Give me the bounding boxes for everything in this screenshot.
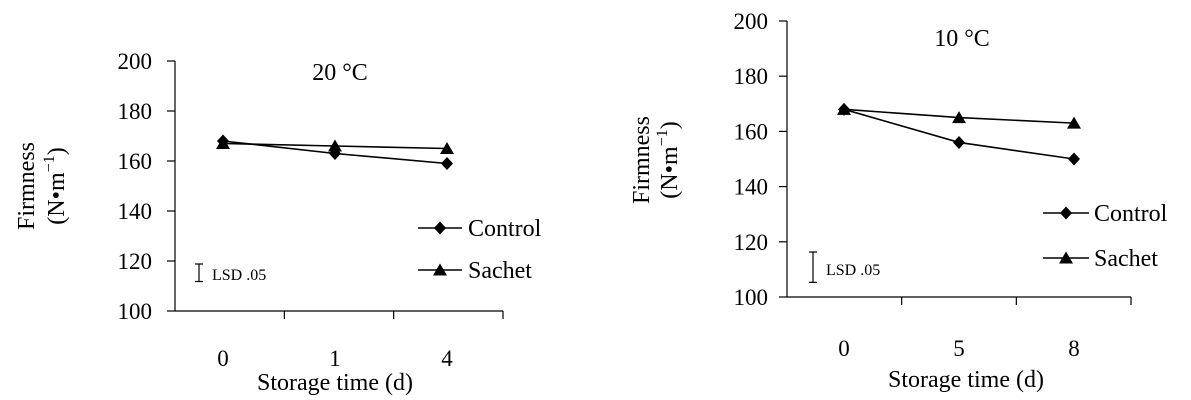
x-tick-label: 8 <box>1068 336 1080 361</box>
data-point-sachet <box>1067 116 1081 129</box>
y-tick-label: 160 <box>734 119 769 144</box>
lsd-label: LSD .05 <box>826 262 880 279</box>
chart-title: 10 °C <box>934 26 990 52</box>
y-tick-label: 120 <box>118 249 153 274</box>
legend-marker-sachet <box>1059 251 1073 264</box>
y-axis-unit-label: (N•m−1) <box>41 147 70 224</box>
legend-marker-control <box>434 221 446 235</box>
legend-label-control: Control <box>1094 201 1168 227</box>
data-point-sachet <box>216 137 230 149</box>
y-axis-label: Firmness <box>629 116 655 204</box>
y-tick-label: 200 <box>118 49 153 74</box>
y-tick-label: 180 <box>734 64 769 89</box>
y-tick-label: 160 <box>118 149 153 174</box>
y-tick-label: 140 <box>118 199 153 224</box>
y-tick-label: 200 <box>734 9 769 34</box>
chart-1: 100 120 140 160 180 200 0 1 4 20 °C Storage time (… <box>14 49 542 396</box>
legend-label-sachet: Sachet <box>1094 246 1158 272</box>
chart-title: 20 °C <box>312 60 368 86</box>
y-tick-label: 120 <box>734 230 769 255</box>
y-tick-label: 140 <box>734 175 769 200</box>
data-point-control <box>953 135 965 149</box>
y-axis-unit-base: (N•m <box>44 172 70 225</box>
y-tick-label: 100 <box>118 299 153 324</box>
lsd-label: LSD .05 <box>212 267 266 284</box>
y-axis-unit-label: (N•m−1) <box>654 121 683 198</box>
chart-2: 100 120 140 160 180 200 0 5 8 10 °C Storage time (… <box>629 9 1168 393</box>
y-tick-label: 100 <box>734 285 769 310</box>
x-tick-label: 0 <box>217 346 229 371</box>
data-point-sachet <box>440 142 454 154</box>
y-axis-unit-exponent: −1 <box>654 129 671 146</box>
y-axis-label: Firmness <box>14 142 40 230</box>
x-tick-label: 4 <box>441 346 453 371</box>
y-axis-unit-close: ) <box>657 121 683 129</box>
legend-marker-sachet <box>433 263 447 276</box>
data-point-sachet <box>837 102 851 115</box>
data-point-control <box>441 157 453 170</box>
y-axis-unit-exponent: −1 <box>41 155 58 172</box>
y-axis-unit-close: ) <box>44 147 70 155</box>
y-axis-unit-base: (N•m <box>657 146 683 199</box>
x-tick-label: 5 <box>953 336 965 361</box>
x-tick-label: 1 <box>329 346 341 371</box>
data-point-sachet <box>328 139 342 152</box>
x-axis-label: Storage time (d) <box>888 367 1044 393</box>
y-tick-label: 180 <box>118 99 153 124</box>
data-point-sachet <box>952 111 966 124</box>
data-point-control <box>1068 152 1080 166</box>
x-axis-label: Storage time (d) <box>257 370 413 396</box>
legend-label-sachet: Sachet <box>468 258 532 284</box>
legend-marker-control <box>1060 206 1072 220</box>
lsd-bar <box>195 263 203 283</box>
lsd-bar <box>809 251 817 283</box>
x-tick-label: 0 <box>838 336 850 361</box>
legend-label-control: Control <box>468 216 542 242</box>
